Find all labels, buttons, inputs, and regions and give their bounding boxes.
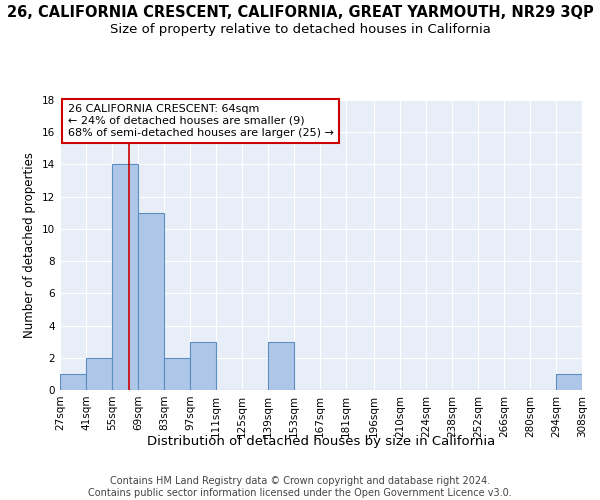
Bar xyxy=(164,358,190,390)
Text: Contains HM Land Registry data © Crown copyright and database right 2024.
Contai: Contains HM Land Registry data © Crown c… xyxy=(88,476,512,498)
Bar xyxy=(112,164,137,390)
Text: Size of property relative to detached houses in California: Size of property relative to detached ho… xyxy=(110,22,490,36)
Bar xyxy=(190,342,215,390)
Bar xyxy=(86,358,112,390)
Text: 26 CALIFORNIA CRESCENT: 64sqm
← 24% of detached houses are smaller (9)
68% of se: 26 CALIFORNIA CRESCENT: 64sqm ← 24% of d… xyxy=(68,104,334,138)
Y-axis label: Number of detached properties: Number of detached properties xyxy=(23,152,37,338)
Bar xyxy=(556,374,581,390)
Bar xyxy=(139,213,164,390)
Text: 26, CALIFORNIA CRESCENT, CALIFORNIA, GREAT YARMOUTH, NR29 3QP: 26, CALIFORNIA CRESCENT, CALIFORNIA, GRE… xyxy=(7,5,593,20)
Bar xyxy=(268,342,293,390)
Bar xyxy=(61,374,86,390)
Text: Distribution of detached houses by size in California: Distribution of detached houses by size … xyxy=(147,435,495,448)
